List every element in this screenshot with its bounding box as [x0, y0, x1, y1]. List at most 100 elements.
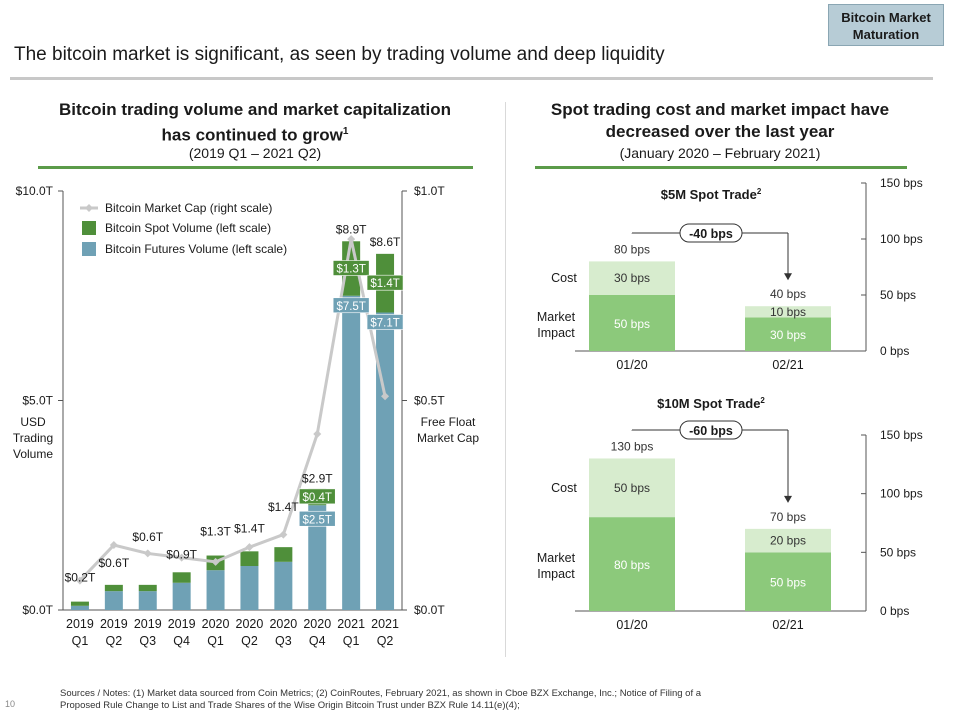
- bar-total-label: $8.9T: [336, 222, 367, 236]
- total-bps-label: 130 bps: [611, 439, 654, 453]
- market-cap-point: [177, 553, 186, 562]
- x-category-quarter: Q2: [377, 634, 394, 648]
- spot-bar: [172, 572, 191, 583]
- bar-inner-label-bg: [332, 260, 370, 276]
- change-badge-label: -60 bps: [689, 424, 733, 438]
- left-title-line-1: Bitcoin trading volume and market capita…: [58, 100, 451, 119]
- total-bps-label: 80 bps: [614, 242, 650, 256]
- market-cap-point: [109, 541, 118, 550]
- total-bps-label: 70 bps: [770, 510, 806, 524]
- futures-bar: [240, 566, 259, 610]
- left-axis-tick-label: $0.0T: [22, 603, 53, 617]
- legend-market-cap-marker: [85, 204, 93, 212]
- left-title-rule: [38, 166, 473, 169]
- market-impact-bar: [589, 517, 675, 611]
- legend-spot-label: Bitcoin Spot Volume (left scale): [105, 221, 271, 235]
- footnote-line-2: Proposed Rule Change to List and Trade S…: [60, 700, 520, 711]
- x-category-year: 2020: [303, 617, 331, 631]
- bar-total-label: $2.9T: [302, 471, 333, 485]
- x-category-label: 02/21: [772, 358, 803, 372]
- title-divider: [10, 77, 933, 80]
- x-category-quarter: Q2: [106, 634, 123, 648]
- spot-trade-title-footnote-ref: 2: [757, 187, 762, 196]
- futures-bar: [70, 605, 89, 610]
- market-impact-row-label: Market: [537, 310, 576, 324]
- section-badge: Bitcoin Market Maturation: [828, 4, 944, 46]
- spot-trade-chart-title: $10M Spot Trade2: [657, 396, 765, 411]
- spot-bar: [104, 584, 123, 592]
- right-title-line-1: Spot trading cost and market impact have: [550, 100, 890, 119]
- bar-inner-label-bg: [332, 297, 370, 314]
- futures-bar: [138, 591, 157, 610]
- bar-inner-label: $1.4T: [370, 278, 399, 290]
- right-chart-title: Spot trading cost and market impact have…: [515, 99, 925, 143]
- bar-inner-label-bg: [298, 510, 336, 527]
- bar-total-label: $0.6T: [99, 556, 130, 570]
- x-category-year: 2021: [337, 617, 365, 631]
- change-badge: [679, 420, 743, 440]
- x-category-label: 02/21: [772, 618, 803, 632]
- spot-trade-chart-title: $5M Spot Trade2: [661, 187, 762, 202]
- left-title-footnote-ref: 1: [342, 126, 349, 137]
- footnote: Sources / Notes: (1) Market data sourced…: [60, 688, 920, 712]
- bps-axis-tick-label: 100 bps: [880, 232, 923, 246]
- x-category-quarter: Q2: [241, 634, 258, 648]
- bar-total-label: $1.4T: [268, 500, 299, 514]
- x-category-label: 01/20: [616, 618, 647, 632]
- spot-bar: [70, 601, 89, 606]
- futures-bar: [206, 570, 225, 610]
- bar-total-label: $0.6T: [132, 530, 163, 544]
- futures-bar: [308, 505, 327, 610]
- left-title-line-2: has continued to grow: [161, 125, 343, 145]
- x-category-year: 2021: [371, 617, 399, 631]
- badge-line-1: Bitcoin Market: [841, 10, 931, 25]
- panel-divider: [505, 102, 506, 657]
- bps-axis-tick-label: 0 bps: [880, 344, 909, 358]
- market-cap-point: [381, 392, 390, 401]
- bar-inner-label: $0.4T: [303, 492, 332, 504]
- market-impact-value-label: 50 bps: [770, 576, 806, 590]
- badge-line-2: Maturation: [852, 27, 920, 42]
- x-category-year: 2019: [100, 617, 128, 631]
- x-category-year: 2019: [66, 617, 94, 631]
- cost-bar: [745, 306, 831, 318]
- bps-axis-tick-label: 50 bps: [880, 288, 916, 302]
- x-category-quarter: Q1: [207, 634, 224, 648]
- market-cap-point: [279, 530, 288, 539]
- total-bps-label: 40 bps: [770, 287, 806, 301]
- bar-inner-label: $7.5T: [336, 301, 365, 313]
- market-impact-bar: [589, 295, 675, 351]
- bps-axis-tick-label: 50 bps: [880, 545, 916, 559]
- x-category-quarter: Q4: [309, 634, 326, 648]
- legend-futures-label: Bitcoin Futures Volume (left scale): [105, 242, 287, 256]
- bar-inner-label: $7.1T: [370, 318, 399, 330]
- x-category-quarter: Q1: [343, 634, 360, 648]
- cost-bar: [589, 261, 675, 295]
- right-axis-title: Market Cap: [417, 431, 479, 445]
- market-cap-line: [78, 238, 387, 582]
- bps-axis-tick-label: 150 bps: [880, 176, 923, 190]
- x-category-year: 2019: [134, 617, 162, 631]
- bar-total-label: $8.6T: [370, 235, 401, 249]
- bar-inner-label-bg: [366, 314, 404, 330]
- cost-value-label: 30 bps: [614, 271, 650, 285]
- left-axis-tick-label: $5.0T: [22, 394, 53, 408]
- change-badge: [679, 223, 743, 243]
- cost-value-label: 10 bps: [770, 305, 806, 319]
- market-impact-row-label: Market: [537, 551, 576, 565]
- market-impact-value-label: 30 bps: [770, 328, 806, 342]
- bar-total-label: $0.2T: [65, 571, 96, 585]
- cost-value-label: 20 bps: [770, 534, 806, 548]
- right-title-rule: [535, 166, 907, 169]
- left-axis-title: Volume: [13, 447, 53, 461]
- right-title-line-2: decreased over the last year: [605, 122, 835, 141]
- page-number: 10: [5, 699, 16, 709]
- spot-bar: [240, 551, 259, 567]
- market-impact-bar: [745, 552, 831, 611]
- cost-row-label: Cost: [551, 271, 577, 285]
- spot-bar: [138, 584, 157, 592]
- right-chart-subtitle: (January 2020 – February 2021): [619, 145, 821, 161]
- x-category-year: 2020: [236, 617, 264, 631]
- bar-inner-label: $2.5T: [303, 514, 332, 526]
